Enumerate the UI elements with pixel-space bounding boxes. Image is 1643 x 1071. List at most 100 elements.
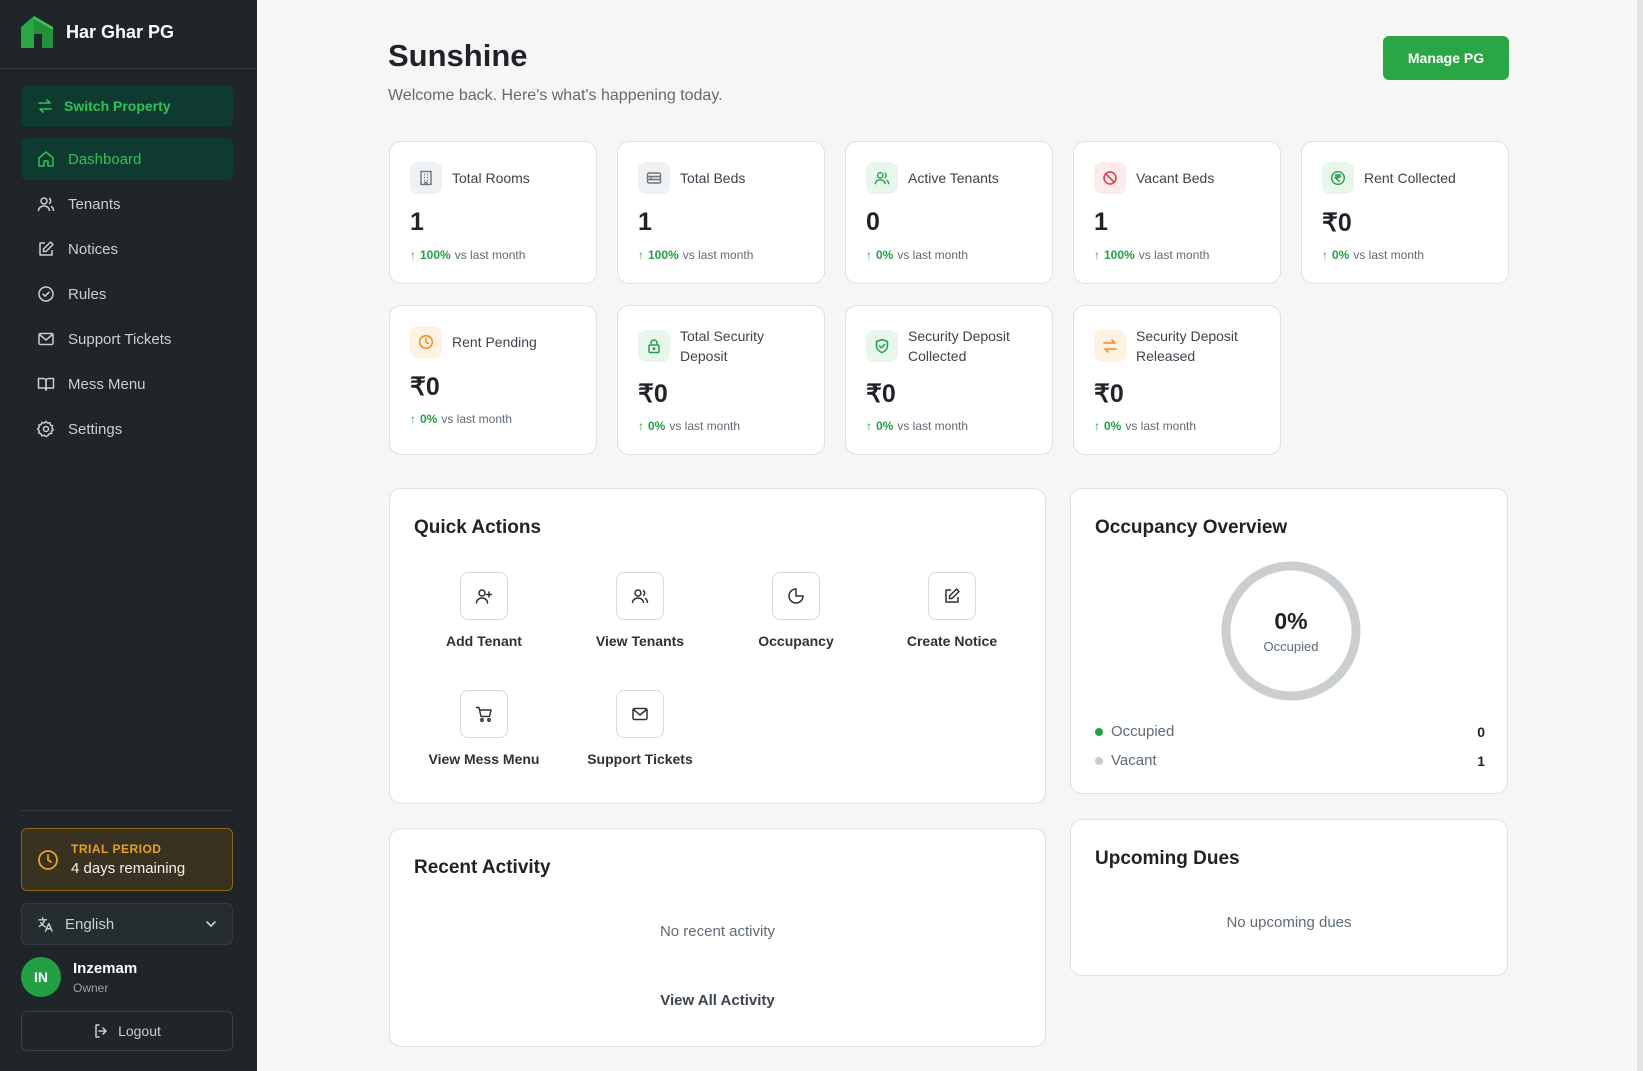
stat-trend-pct: 0% [876, 419, 894, 433]
edit-icon [39, 241, 54, 256]
stat-trend: ↑ 0% vs last month [1094, 419, 1196, 433]
language-value: English [65, 915, 115, 933]
occupancy-overview-panel: Occupancy Overview 0% Occupied Occupied … [1070, 488, 1508, 794]
section-title: Occupancy Overview [1095, 517, 1288, 538]
cart-icon [460, 690, 508, 738]
sidebar-item-label: Mess Menu [68, 375, 146, 393]
stat-value: 1 [1094, 208, 1108, 236]
sidebar-item-tenants[interactable]: Tenants [21, 183, 233, 225]
trial-label: TRIAL PERIOD [71, 842, 162, 856]
stat-card-total-rooms: Total Rooms 1 ↑ 100% vs last month [389, 141, 597, 284]
scrollbar[interactable] [1637, 0, 1643, 1071]
logo-icon [21, 16, 53, 48]
sidebar-item-support-tickets[interactable]: Support Tickets [21, 318, 233, 360]
swap-icon [1094, 330, 1126, 362]
user-name: Inzemam [73, 959, 138, 977]
stat-title: Total Security Deposit [680, 328, 765, 364]
stat-trend: ↑ 0% vs last month [866, 419, 968, 433]
stat-trend: ↑ 0% vs last month [1322, 248, 1424, 262]
trial-banner: TRIAL PERIOD 4 days remaining [21, 828, 233, 891]
language-select[interactable]: English [21, 903, 233, 945]
arrow-up-icon: ↑ [866, 419, 872, 433]
quick-actions-panel: Quick Actions Add Tenant View Tenants Oc… [389, 488, 1046, 804]
stat-trend: ↑ 100% vs last month [410, 248, 525, 262]
book-icon [37, 377, 55, 391]
stat-trend-text: vs last month [669, 419, 741, 433]
switch-property-label: Switch Property [64, 98, 171, 114]
arrow-up-icon: ↑ [1094, 419, 1100, 433]
sidebar-item-label: Notices [68, 240, 119, 258]
stat-trend-text: vs last month [1125, 419, 1197, 433]
stat-title: Vacant Beds [1136, 170, 1215, 186]
users-icon [616, 572, 664, 620]
sidebar: Har Ghar PG Switch Property Dashboard Te… [0, 0, 257, 1071]
arrow-up-icon: ↑ [1094, 248, 1100, 262]
occupancy-donut: 0% Occupied [1219, 559, 1363, 703]
trial-days: 4 days remaining [71, 860, 186, 877]
stat-value: 0 [866, 208, 880, 236]
users-icon [37, 197, 55, 212]
mail-icon [38, 332, 54, 346]
stat-trend-pct: 100% [420, 248, 451, 262]
stat-trend-pct: 0% [648, 419, 666, 433]
empty-state-text: No upcoming dues [1226, 914, 1352, 931]
brand[interactable]: Har Ghar PG [20, 14, 174, 50]
stat-value: 1 [410, 208, 424, 236]
switch-property-button[interactable]: Switch Property [21, 85, 233, 127]
occupancy-button[interactable]: Occupancy [731, 572, 861, 649]
stat-card-total-security-deposit: Total Security Deposit ₹0 ↑ 0% vs last m… [617, 305, 825, 455]
stat-trend-pct: 0% [1332, 248, 1350, 262]
support-tickets-button[interactable]: Support Tickets [575, 690, 705, 767]
arrow-up-icon: ↑ [410, 412, 416, 426]
stat-value: ₹0 [1094, 380, 1124, 408]
sidebar-item-settings[interactable]: Settings [21, 408, 233, 450]
stat-trend: ↑ 100% vs last month [638, 248, 753, 262]
empty-state-text: No recent activity [659, 923, 776, 940]
quick-action-label: View Tenants [595, 633, 685, 649]
gear-icon [37, 420, 55, 438]
section-title: Recent Activity [414, 857, 551, 878]
stat-title: Rent Pending [452, 334, 537, 350]
pie-chart-icon [772, 572, 820, 620]
brand-name: Har Ghar PG [66, 21, 175, 42]
create-notice-button[interactable]: Create Notice [887, 572, 1017, 649]
stat-title: Total Rooms [452, 170, 530, 186]
stat-trend-text: vs last month [1353, 248, 1425, 262]
sidebar-item-dashboard[interactable]: Dashboard [21, 138, 233, 180]
stat-trend-text: vs last month [441, 412, 513, 426]
lock-icon [638, 330, 670, 362]
legend-label: Vacant [1111, 752, 1157, 769]
stat-card-rent-collected: Rent Collected ₹0 ↑ 0% vs last month [1301, 141, 1509, 284]
sidebar-item-notices[interactable]: Notices [21, 228, 233, 270]
shield-check-icon [866, 330, 898, 362]
arrow-up-icon: ↑ [638, 419, 644, 433]
stat-card-total-beds: Total Beds 1 ↑ 100% vs last month [617, 141, 825, 284]
sidebar-item-mess-menu[interactable]: Mess Menu [21, 363, 233, 405]
add-tenant-button[interactable]: Add Tenant [419, 572, 549, 649]
stat-title: Security Deposit Collected [908, 328, 1010, 364]
building-icon [410, 162, 442, 194]
quick-action-label: Add Tenant [446, 633, 522, 649]
users-icon [866, 162, 898, 194]
sidebar-item-rules[interactable]: Rules [21, 273, 233, 315]
legend-value: 0 [1477, 723, 1485, 740]
sidebar-item-label: Support Tickets [68, 330, 172, 348]
stat-card-active-tenants: Active Tenants 0 ↑ 0% vs last month [845, 141, 1053, 284]
user-profile[interactable]: IN Inzemam Owner [21, 957, 137, 997]
section-title: Quick Actions [414, 517, 542, 538]
view-all-activity-link[interactable]: View All Activity [660, 992, 775, 1009]
user-role: Owner [73, 980, 109, 995]
ban-icon [1094, 162, 1126, 194]
stat-trend: ↑ 0% vs last month [866, 248, 968, 262]
clock-icon [38, 849, 58, 870]
stat-trend-text: vs last month [454, 248, 526, 262]
legend-dot [1095, 756, 1103, 765]
logout-button[interactable]: Logout [21, 1011, 233, 1051]
manage-pg-button[interactable]: Manage PG [1383, 36, 1509, 80]
view-tenants-button[interactable]: View Tenants [575, 572, 705, 649]
page-title: Sunshine [388, 38, 528, 73]
swap-icon [38, 99, 52, 113]
view-mess-menu-button[interactable]: View Mess Menu [419, 690, 549, 767]
section-title: Upcoming Dues [1095, 848, 1240, 869]
stat-value: ₹0 [1322, 209, 1352, 237]
